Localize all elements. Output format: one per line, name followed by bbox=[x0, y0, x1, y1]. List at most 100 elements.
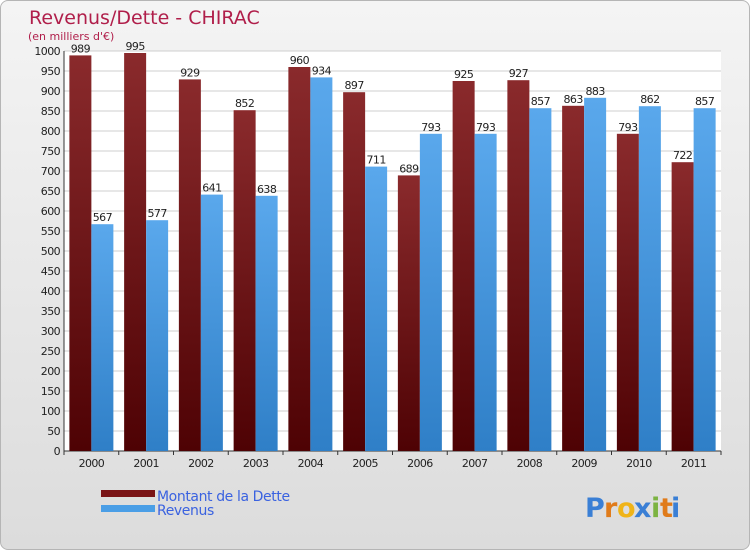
bar-debt bbox=[562, 105, 585, 452]
bar-debt bbox=[452, 81, 475, 451]
x-tick-label: 2011 bbox=[681, 457, 707, 470]
x-tick-label: 2005 bbox=[352, 457, 378, 470]
value-label-debt: 929 bbox=[180, 66, 200, 79]
bar-revenus bbox=[255, 195, 278, 451]
x-tick-label: 2001 bbox=[133, 457, 159, 470]
y-tick-label: 650 bbox=[41, 185, 61, 198]
logo-letter: i bbox=[671, 493, 680, 524]
value-label-revenus: 857 bbox=[531, 95, 551, 108]
y-tick-label: 1000 bbox=[34, 45, 60, 58]
chart-subtitle: (en milliers d'€) bbox=[28, 30, 114, 43]
y-tick-label: 600 bbox=[41, 205, 61, 218]
value-label-debt: 925 bbox=[454, 68, 474, 81]
y-tick-label: 200 bbox=[41, 365, 61, 378]
y-tick-label: 700 bbox=[41, 165, 61, 178]
x-tick-label: 2003 bbox=[243, 457, 269, 470]
x-tick-label: 2010 bbox=[626, 457, 652, 470]
bar-revenus bbox=[419, 133, 442, 452]
y-tick-label: 550 bbox=[41, 225, 61, 238]
y-tick-label: 300 bbox=[41, 325, 61, 338]
bar-revenus bbox=[638, 106, 661, 451]
value-label-revenus: 934 bbox=[312, 64, 332, 77]
value-label-debt: 852 bbox=[235, 97, 254, 110]
bar-debt bbox=[397, 175, 420, 451]
value-label-debt: 722 bbox=[673, 149, 692, 162]
value-label-revenus: 857 bbox=[695, 95, 715, 108]
value-label-revenus: 577 bbox=[148, 207, 168, 220]
bar-debt bbox=[671, 162, 694, 451]
x-tick-label: 2008 bbox=[517, 457, 543, 470]
y-tick-label: 400 bbox=[41, 285, 61, 298]
value-label-revenus: 793 bbox=[476, 121, 496, 134]
bar-revenus bbox=[365, 166, 388, 451]
value-label-revenus: 883 bbox=[586, 85, 606, 98]
bar-debt bbox=[616, 133, 639, 452]
value-label-revenus: 711 bbox=[367, 154, 386, 167]
logo-letter: P bbox=[585, 493, 605, 524]
bar-debt bbox=[507, 80, 530, 451]
x-tick-label: 2004 bbox=[298, 457, 324, 470]
bar-revenus bbox=[529, 108, 552, 451]
y-tick-label: 250 bbox=[41, 345, 61, 358]
x-tick-label: 2002 bbox=[188, 457, 214, 470]
value-label-debt: 689 bbox=[399, 162, 419, 175]
y-tick-label: 0 bbox=[54, 445, 61, 458]
y-tick-label: 850 bbox=[41, 105, 61, 118]
y-tick-label: 500 bbox=[41, 245, 61, 258]
legend-label-revenus: Revenus bbox=[157, 503, 214, 519]
y-tick-label: 800 bbox=[41, 125, 61, 138]
y-tick-label: 950 bbox=[41, 65, 61, 78]
bars bbox=[69, 53, 716, 452]
bar-revenus bbox=[146, 220, 169, 451]
value-label-debt: 863 bbox=[564, 93, 584, 106]
y-tick-label: 900 bbox=[41, 85, 61, 98]
x-tick-label: 2009 bbox=[571, 457, 597, 470]
bar-debt bbox=[178, 79, 201, 452]
bar-revenus bbox=[310, 77, 333, 452]
value-label-revenus: 862 bbox=[640, 93, 659, 106]
legend-swatch-revenus bbox=[101, 505, 155, 512]
x-tick-label: 2006 bbox=[407, 457, 433, 470]
y-tick-label: 450 bbox=[41, 265, 61, 278]
value-label-debt: 897 bbox=[345, 79, 365, 92]
logo-letter: x bbox=[634, 493, 651, 524]
bar-revenus bbox=[584, 97, 607, 452]
y-tick-label: 150 bbox=[41, 385, 61, 398]
bar-debt bbox=[288, 67, 311, 451]
bar-revenus bbox=[474, 133, 497, 452]
axes: 0 50 100 150 200 250 300 350 400 450 500 550 600 650 7… bbox=[34, 45, 722, 470]
legend-label-debt: Montant de la Dette bbox=[157, 489, 290, 505]
y-tick-label: 750 bbox=[41, 145, 61, 158]
logo-letter: t bbox=[660, 493, 673, 524]
x-tick-label: 2007 bbox=[462, 457, 488, 470]
value-label-revenus: 793 bbox=[421, 121, 441, 134]
x-tick-label: 2000 bbox=[79, 457, 105, 470]
value-label-revenus: 638 bbox=[257, 183, 277, 196]
bar-debt bbox=[233, 110, 256, 451]
chart-title: Revenus/Dette - CHIRAC bbox=[29, 7, 260, 29]
value-label-revenus: 567 bbox=[93, 211, 113, 224]
value-label-debt: 989 bbox=[71, 42, 91, 55]
bar-debt bbox=[69, 55, 92, 452]
legend-swatch-debt bbox=[101, 490, 155, 497]
logo-letter: i bbox=[651, 493, 660, 524]
logo-letter: r bbox=[604, 493, 618, 524]
bar-debt bbox=[343, 92, 366, 451]
y-tick-label: 100 bbox=[41, 405, 61, 418]
value-label-debt: 793 bbox=[618, 121, 638, 134]
bar-debt bbox=[124, 53, 147, 451]
value-label-debt: 960 bbox=[290, 54, 310, 67]
bar-revenus bbox=[200, 194, 223, 451]
value-label-debt: 927 bbox=[509, 67, 529, 80]
y-tick-label: 350 bbox=[41, 305, 61, 318]
legend: Montant de la Dette Revenus bbox=[101, 489, 290, 519]
logo-letter: o bbox=[617, 493, 636, 524]
gridlines bbox=[64, 50, 721, 452]
y-tick-label: 50 bbox=[47, 425, 60, 438]
value-label-debt: 995 bbox=[126, 40, 146, 53]
bar-revenus bbox=[693, 108, 716, 451]
